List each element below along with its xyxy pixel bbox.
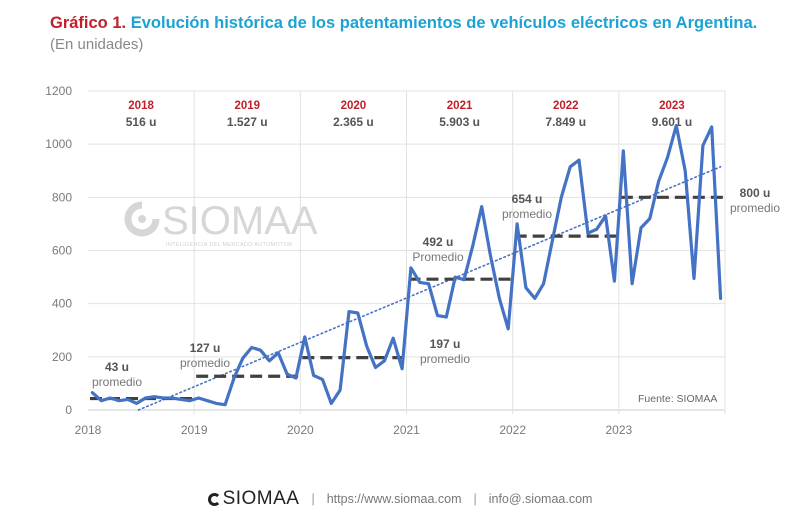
- series-group: [90, 123, 723, 407]
- footer-email-link[interactable]: info@.siomaa.com: [488, 492, 593, 506]
- y-tick-label: 1200: [45, 84, 72, 98]
- year-header-label: 2023: [659, 100, 685, 112]
- line-chart: SIOMAA INTELIGENCIA DEL MERCADO AUTOMOTO…: [45, 84, 780, 437]
- x-tick-label: 2022: [499, 423, 526, 437]
- x-tick-label: 2020: [287, 423, 314, 437]
- year-total-label: 1.527 u: [227, 115, 268, 129]
- year-header-label: 2020: [341, 100, 367, 112]
- average-value-label: 127 u: [190, 341, 221, 355]
- average-word-label: promedio: [420, 352, 470, 366]
- year-header-label: 2018: [128, 100, 154, 112]
- year-total-label: 2.365 u: [333, 115, 374, 129]
- average-word-label: promedio: [180, 356, 230, 370]
- year-total-label: 9.601 u: [652, 115, 693, 129]
- y-tick-label: 400: [52, 297, 72, 311]
- y-tick-label: 1000: [45, 137, 72, 151]
- watermark-logo-icon: [124, 201, 160, 237]
- average-value-label: 800 u: [740, 186, 771, 200]
- y-tick-label: 600: [52, 244, 72, 258]
- footer-separator: |: [473, 492, 477, 506]
- average-value-label: 197 u: [430, 337, 461, 351]
- x-tick-label: 2018: [75, 423, 102, 437]
- x-tick-label: 2023: [605, 423, 632, 437]
- footer-website-link[interactable]: https://www.siomaa.com: [326, 492, 462, 506]
- figure-number: Gráfico 1.: [50, 14, 127, 32]
- source-note: Fuente: SIOMAA: [638, 393, 717, 405]
- average-word-label: promedio: [502, 207, 552, 221]
- x-tick-label: 2019: [181, 423, 208, 437]
- year-header-label: 2022: [553, 100, 579, 112]
- footer: SIOMAA | https://www.siomaa.com | info@.…: [0, 488, 800, 510]
- year-total-label: 7.849 u: [545, 115, 586, 129]
- average-word-label: promedio: [730, 201, 780, 215]
- average-word-label: Promedio: [412, 250, 464, 264]
- title-text: Evolución histórica de los patentamiento…: [130, 14, 758, 32]
- year-total-label: 5.903 u: [439, 115, 480, 129]
- siomaa-logo-icon: [207, 492, 221, 506]
- x-axis: 2018 2019 2020 2021 2022 2023: [75, 423, 633, 437]
- average-value-label: 43 u: [105, 360, 129, 374]
- year-total-label: 516 u: [126, 115, 157, 129]
- y-tick-label: 0: [65, 403, 72, 417]
- chart-subtitle: (En unidades): [50, 36, 144, 53]
- average-word-label: promedio: [92, 375, 142, 389]
- y-tick-label: 800: [52, 190, 72, 204]
- year-header-label: 2021: [447, 100, 473, 112]
- watermark: SIOMAA INTELIGENCIA DEL MERCADO AUTOMOTO…: [124, 199, 318, 248]
- year-header-label: 2019: [234, 100, 260, 112]
- footer-logo-text: SIOMAA: [222, 488, 300, 509]
- x-tick-label: 2021: [393, 423, 420, 437]
- average-value-label: 654 u: [512, 192, 543, 206]
- watermark-text: SIOMAA: [162, 199, 318, 243]
- y-axis: 0 200 400 600 800 1000 1200: [45, 84, 72, 417]
- year-headers: 2018 516 u 2019 1.527 u 2020 2.365 u 2021 5.903…: [126, 100, 693, 129]
- chart-title: Gráfico 1. Evolución histórica de los pa…: [50, 14, 757, 33]
- y-tick-label: 200: [52, 350, 72, 364]
- footer-logo: SIOMAA: [207, 488, 300, 510]
- average-value-label: 492 u: [423, 235, 454, 249]
- footer-separator: |: [311, 492, 315, 506]
- watermark-tagline: INTELIGENCIA DEL MERCADO AUTOMOTOR: [166, 242, 293, 248]
- series-line: [90, 123, 723, 407]
